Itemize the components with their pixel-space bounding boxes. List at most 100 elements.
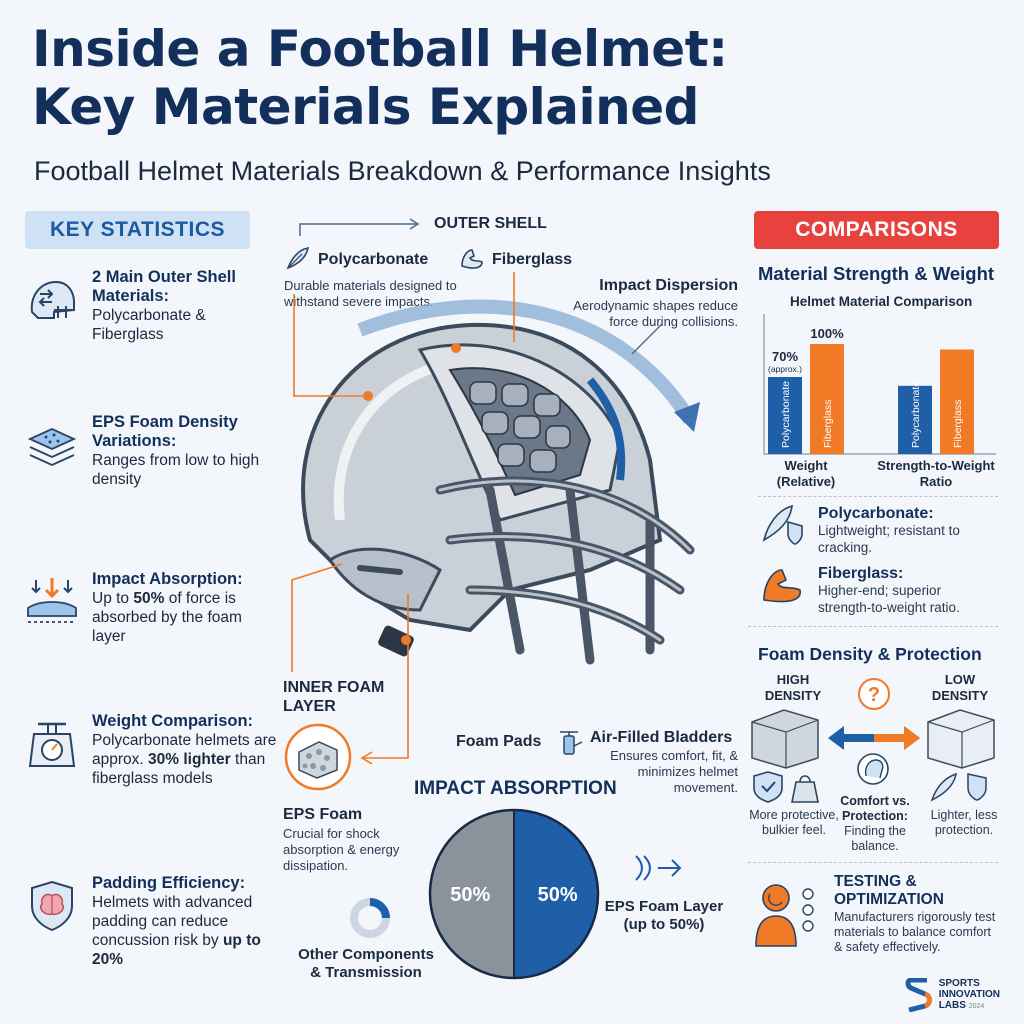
head-brain-icon <box>857 753 889 785</box>
bar-group-label: Strength-to-Weight <box>877 458 995 473</box>
crash-test-dummy-icon <box>755 884 814 947</box>
stat-body: Ranges from low to high density <box>92 452 260 488</box>
fiberglass-arm-icon <box>461 249 483 269</box>
outer-shell-label: OUTER SHELL <box>434 215 547 232</box>
wave-arrow-icon <box>635 855 682 881</box>
testing-body: Manufacturers rigorously test materials … <box>834 910 996 954</box>
scale-icon <box>28 722 76 767</box>
pie-slice-label: 50% <box>450 884 490 906</box>
brand-name-1: SPORTS <box>938 978 980 989</box>
stat-head: Weight Comparison: <box>92 712 254 730</box>
fiberglass-pointer <box>513 272 515 342</box>
stat-padding-efficiency: Padding Efficiency: Helmets with advance… <box>24 874 274 974</box>
feather-shield-icon <box>762 504 803 545</box>
bar <box>768 377 802 454</box>
stat-impact-absorption: Impact Absorption: Up to 50% of force is… <box>24 570 274 650</box>
fiberglass-head: Fiberglass: <box>818 565 904 582</box>
high-density-label: HIGH DENSITY <box>764 672 822 703</box>
stat-highlight: 50% <box>133 590 165 607</box>
bar-series-label: Polycarbonate <box>910 381 922 448</box>
svg-text:?: ? <box>868 684 880 706</box>
page-subtitle: Football Helmet Materials Breakdown & Pe… <box>34 156 771 186</box>
bar <box>898 385 932 454</box>
feather-icon <box>286 246 310 270</box>
stat-body-pre: Polycarbonate helmets are approx. <box>92 732 277 768</box>
stat-head: EPS Foam Density Variations: <box>92 413 238 450</box>
polycarbonate-head: Polycarbonate: <box>818 505 934 522</box>
eps-foam-title: EPS Foam <box>283 806 363 823</box>
stat-weight-comparison: Weight Comparison: Polycarbonate helmets… <box>24 712 277 812</box>
stat-body: Polycarbonate & Fiberglass <box>92 307 206 343</box>
dispersion-arc <box>357 299 696 424</box>
eps-layer-label: EPS Foam Layer (up to 50%) <box>604 898 724 933</box>
air-pump-icon <box>560 731 583 755</box>
bar-group-label: Weight <box>784 458 828 473</box>
bar-series-label: Fiberglass <box>952 400 964 448</box>
dispersion-arrowhead <box>674 402 700 432</box>
title-line-1: Inside a Football Helmet: <box>32 20 728 78</box>
material-bar-chart: Polycarbonate 70%(approx.) Fiberglass 100% W… <box>763 314 996 489</box>
brand-name-3: LABS <box>938 1000 966 1011</box>
stat-body-post: of force is absorbed by the foam layer <box>92 590 242 645</box>
bladders-title: Air-Filled Bladders <box>590 729 733 746</box>
dispersion-pointer <box>631 323 663 355</box>
muscle-icon <box>763 569 801 603</box>
impact-pie-chart: 50% 50% <box>428 808 600 980</box>
question-icon: ? <box>858 678 890 710</box>
stat-body-post: than fiberglass models <box>92 751 266 787</box>
key-statistics-badge: KEY STATISTICS <box>25 211 250 249</box>
bar-note: (approx.) <box>768 364 802 374</box>
polycarbonate-desc: Durable materials designed to withstand … <box>284 278 457 309</box>
impact-dispersion-desc: Aerodynamic shapes reduce force during c… <box>573 298 738 329</box>
bar <box>810 344 844 454</box>
brand-mark-icon <box>905 978 932 1012</box>
stat-shell-materials: 2 Main Outer Shell Materials: Polycarbon… <box>24 268 274 348</box>
stat-body-pre: Up to <box>92 590 134 607</box>
stat-highlight: 30% lighter <box>148 751 231 768</box>
bar-group-label: (Relative) <box>777 474 836 489</box>
inner-foam-title: INNER FOAM LAYER <box>283 679 385 715</box>
stat-head: 2 Main Outer Shell Materials: <box>92 268 236 305</box>
bar-group-label: Ratio <box>920 474 953 489</box>
feather-shield-small-icon <box>930 772 987 802</box>
brand-logo: SPORTS INNOVATION LABS 2024 <box>905 978 1000 1012</box>
fiberglass-title: Fiberglass <box>492 251 573 268</box>
impact-arrows-icon <box>27 578 77 623</box>
low-density-label: LOW DENSITY <box>931 672 989 703</box>
eps-foam-desc: Crucial for shock absorption & energy di… <box>283 826 400 873</box>
comfort-vs-protection-head: Comfort vs. Protection: <box>840 794 910 823</box>
material-strength-title: Material Strength & Weight <box>758 263 995 284</box>
foam-density-title: Foam Density & Protection <box>758 644 982 664</box>
polycarbonate-body: Lightweight; resistant to cracking. <box>818 523 960 555</box>
density-scale-graphic <box>751 709 995 769</box>
chart-title: Helmet Material Comparison <box>790 294 973 309</box>
brand-year: 2024 <box>968 1003 985 1010</box>
low-density-desc: Lighter, less protection. <box>930 808 998 837</box>
stat-head: Impact Absorption: <box>92 570 243 588</box>
eps-foam-icon <box>284 723 352 791</box>
foam-pads-label: Foam Pads <box>456 733 542 750</box>
helmet-arrows-icon <box>30 280 75 319</box>
polycarbonate-pointer <box>293 294 370 397</box>
high-density-desc: More protective, bulkier feel. <box>749 808 839 837</box>
eps-foam-pointer <box>360 594 409 765</box>
low-density-cube <box>927 709 995 769</box>
page-title: Inside a Football Helmet: Key Materials … <box>32 20 992 136</box>
brain-shield-icon <box>31 880 73 932</box>
comparisons-badge: COMPARISONS <box>754 211 999 249</box>
polycarbonate-title: Polycarbonate <box>318 251 429 268</box>
bar-value-label: 70% <box>772 349 798 364</box>
donut-icon <box>350 898 390 938</box>
fiberglass-body: Higher-end; superior strength-to-weight … <box>818 583 960 615</box>
outer-shell-pointer <box>299 218 420 236</box>
foam-layers-icon <box>27 428 77 466</box>
stat-body-pre: Helmets with advanced padding can reduce… <box>92 894 253 949</box>
bladders-desc: Ensures comfort, fit, & minimizes helmet… <box>610 748 738 795</box>
shield-bag-icon <box>753 771 819 803</box>
helmet-illustration <box>301 299 700 665</box>
bar-value-label: 100% <box>810 326 844 341</box>
comfort-vs-protection-desc: Finding the balance. <box>844 824 906 853</box>
bar-series-label: Polycarbonate <box>780 381 792 448</box>
stat-eps-density: EPS Foam Density Variations: Ranges from… <box>24 413 274 493</box>
bar <box>940 349 974 454</box>
